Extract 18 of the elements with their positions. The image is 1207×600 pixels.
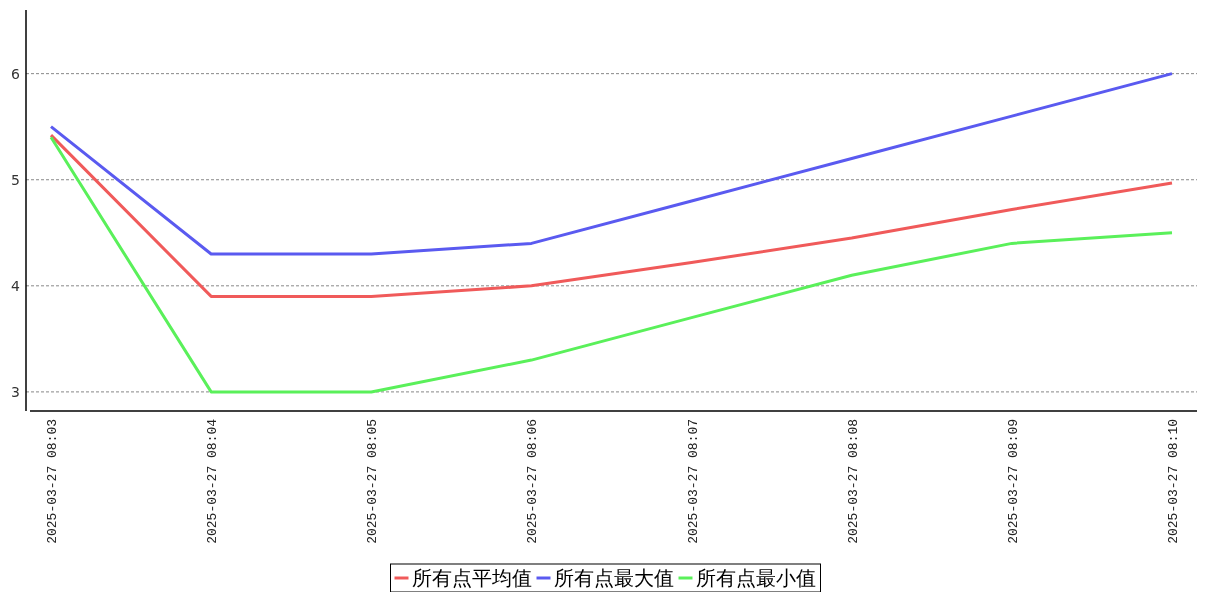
line-series [49,133,1174,298]
line-series [49,135,1174,394]
x-tick-label: 2025-03-27 08:06 [525,419,541,544]
x-tick-label: 2025-03-27 08:05 [365,419,381,544]
y-tick-label: 4 [11,277,21,294]
x-tick-label: 2025-03-27 08:03 [45,419,60,544]
legend-label: 所有点平均值 [411,566,532,590]
legend-label: 所有点最小值 [695,566,816,590]
legend-label: 所有点最大值 [553,566,674,590]
line-series [49,72,1174,256]
y-tick-label: 5 [11,171,20,188]
x-tick-label: 2025-03-27 08:09 [1005,419,1021,544]
y-tick-label: 3 [11,383,20,400]
x-tick-label: 2025-03-27 08:04 [205,418,221,544]
x-tick-label: 2025-03-27 08:10 [1166,419,1181,544]
x-tick-label: 2025-03-27 08:07 [685,419,701,544]
x-tick-label: 2025-03-27 08:08 [845,419,861,544]
y-tick-label: 6 [11,65,21,82]
